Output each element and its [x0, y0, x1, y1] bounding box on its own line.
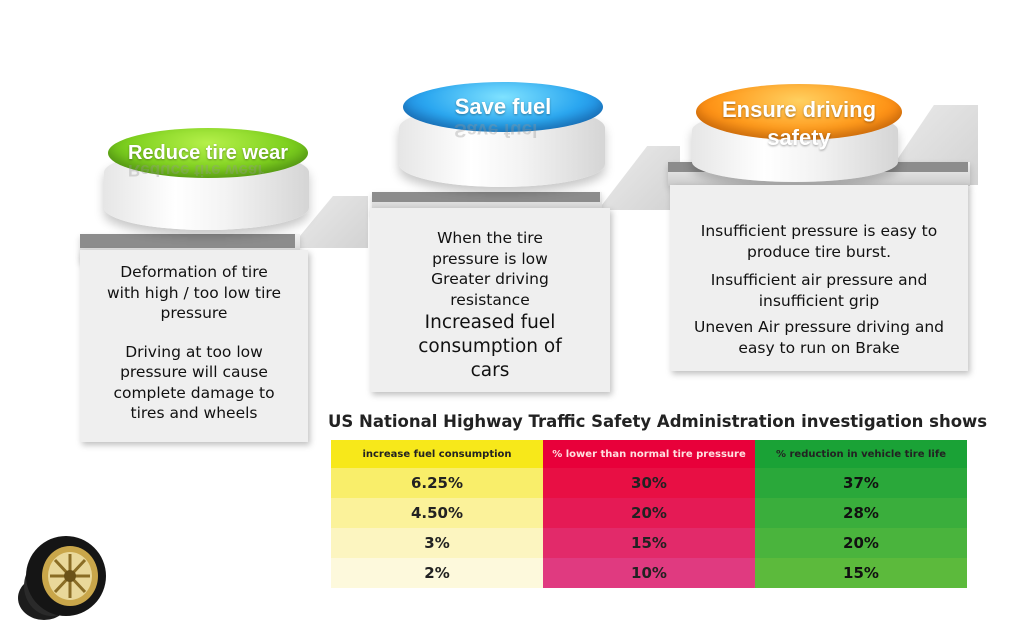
stage-1-card: Deformation of tire with high / too low … [80, 250, 308, 442]
stage-3-text-3: Uneven Air pressure driving and easy to … [694, 318, 944, 357]
fuel-consumption-cell: 3% [331, 528, 543, 558]
fuel-consumption-cell: 2% [331, 558, 543, 588]
stage-1-text-1: Deformation of tire with high / too low … [107, 263, 281, 322]
stage-3-badge: Ensure driving safety [696, 84, 902, 150]
stage-2-title-reflection: Save fuel [454, 119, 538, 140]
tire-pressure-cell: 10% [543, 558, 755, 588]
table-row: 6.25% 30% 37% [331, 468, 967, 498]
header-increase-fuel-consumption: increase fuel consumption [331, 440, 543, 468]
tire-pressure-cell: 30% [543, 468, 755, 498]
fuel-consumption-cell: 6.25% [331, 468, 543, 498]
tire-pressure-cell: 15% [543, 528, 755, 558]
stage-1-title: Reduce tire wear [127, 141, 289, 164]
stage-2-text-2: Increased fuel consumption of cars [418, 312, 562, 381]
survey-table: increase fuel consumption % lower than n… [331, 440, 967, 588]
stage-3-card: Insufficient pressure is easy to produce… [670, 185, 968, 371]
tire-wheel-icon [18, 536, 106, 620]
survey-title: US National Highway Traffic Safety Admin… [328, 412, 988, 431]
table-row: 3% 15% 20% [331, 528, 967, 558]
header-tire-life-reduction: % reduction in vehicle tire life [755, 440, 967, 468]
stage-3-text-1: Insufficient pressure is easy to produce… [700, 222, 938, 261]
header-lower-tire-pressure: % lower than normal tire pressure [543, 440, 755, 468]
stage-2-card: When the tire pressure is low Greater dr… [370, 208, 610, 392]
table-row: 2% 10% 15% [331, 558, 967, 588]
stage-1-text-2: Driving at too low pressure will cause c… [113, 342, 275, 423]
stage-2-badge: Save fuel [403, 82, 603, 132]
stage-1-badge: Reduce tire wear [108, 128, 308, 178]
stage-2-title: Save fuel [454, 94, 552, 119]
stage-2-beam-edge [372, 192, 600, 202]
fuel-consumption-cell: 4.50% [331, 498, 543, 528]
survey-header-row: increase fuel consumption % lower than n… [331, 440, 967, 468]
stage-1-title-reflection: Reduce tire wear [128, 161, 265, 180]
tire-life-cell: 20% [755, 528, 967, 558]
stage-1-beam-edge [80, 234, 295, 248]
tire-life-cell: 37% [755, 468, 967, 498]
table-row: 4.50% 20% 28% [331, 498, 967, 528]
stage-3-text-2: Insufficient air pressure and insufficie… [710, 271, 928, 310]
tire-life-cell: 28% [755, 498, 967, 528]
tire-pressure-cell: 20% [543, 498, 755, 528]
tire-life-cell: 15% [755, 558, 967, 588]
stage-2-text-1: When the tire pressure is low Greater dr… [431, 229, 549, 309]
stage-3-title: Ensure driving safety [721, 97, 877, 150]
